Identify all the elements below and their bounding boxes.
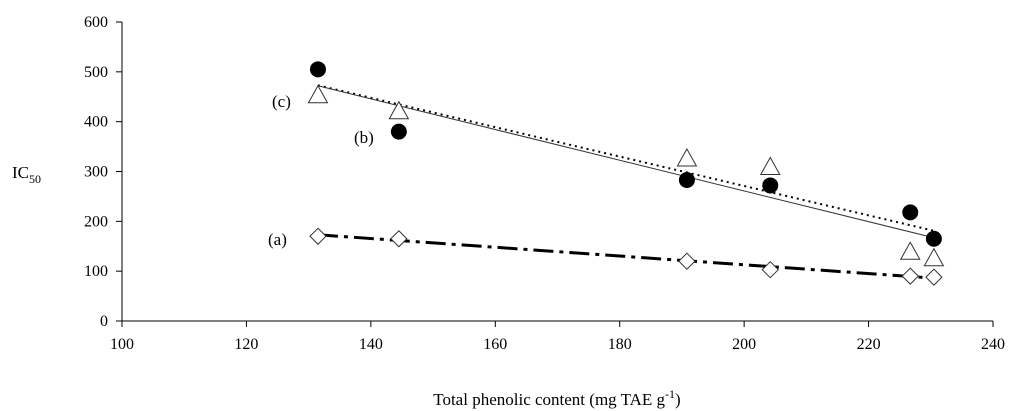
x-tick-label: 160 (483, 336, 507, 353)
data-point-diamond (309, 227, 327, 245)
y-axis-title: IC50 (12, 163, 41, 186)
series-label: (c) (272, 92, 291, 111)
data-point-triangle (307, 84, 329, 104)
trend-line (317, 84, 935, 232)
data-point-triangle (923, 247, 945, 267)
y-tick-label: 300 (84, 164, 108, 181)
data-point-triangle (759, 156, 781, 176)
trend-line (317, 233, 935, 280)
series-label: (a) (268, 230, 287, 249)
y-tick-label: 100 (84, 263, 108, 280)
data-point-circle (678, 171, 695, 188)
y-tick-label: 500 (84, 64, 108, 81)
data-point-diamond (678, 252, 696, 270)
plot-series (307, 61, 945, 286)
x-tick-label: 200 (732, 336, 756, 353)
x-tick-label: 180 (608, 336, 632, 353)
plot-labels: (a) (b) (c) (268, 92, 374, 249)
data-point-diamond (761, 260, 779, 279)
series-label: (b) (354, 128, 374, 147)
data-point-circle (925, 230, 942, 247)
x-tick-label: 240 (981, 336, 1005, 353)
x-tick-label: 140 (359, 336, 383, 353)
x-tick-label: 120 (234, 336, 258, 353)
data-point-triangle (899, 241, 921, 260)
data-point-circle (390, 123, 407, 140)
trend-line (317, 85, 935, 239)
x-tick-label: 220 (857, 336, 881, 353)
data-point-diamond (901, 267, 919, 285)
y-tick-label: 0 (100, 313, 108, 330)
y-tick-label: 200 (84, 213, 108, 230)
data-point-diamond (390, 230, 408, 248)
data-point-circle (762, 177, 779, 194)
data-point-triangle (676, 148, 698, 167)
data-point-diamond (925, 268, 943, 286)
y-tick-label: 600 (84, 14, 108, 31)
x-axis-title: Total phenolic content (mg TAE g-1) (433, 387, 680, 409)
data-point-triangle (388, 100, 410, 120)
data-point-circle (902, 204, 919, 221)
y-tick-label: 400 (84, 114, 108, 131)
data-point-circle (309, 61, 326, 78)
x-tick-label: 100 (110, 336, 134, 353)
